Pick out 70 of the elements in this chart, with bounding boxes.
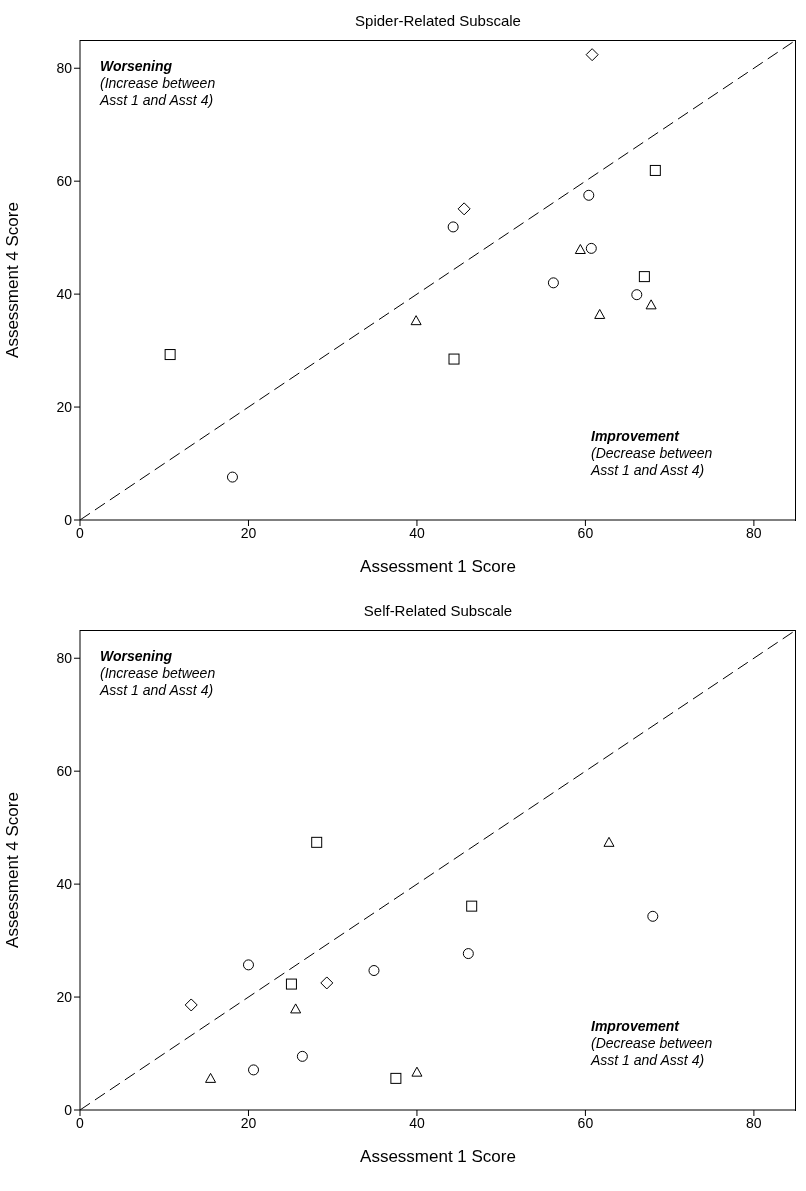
x-axis-title: Assessment 1 Score [360, 557, 516, 576]
point [226, 471, 238, 483]
annotation: Worsening [100, 58, 174, 75]
point [466, 900, 478, 912]
annotation: Asst 1 and Asst 4) [100, 682, 215, 699]
annotation: (Increase between [100, 75, 216, 92]
point [638, 271, 650, 283]
y-axis-title: Assessment 4 Score [3, 792, 23, 948]
point [242, 959, 254, 971]
x-tick-label: 80 [746, 524, 762, 541]
point [594, 308, 606, 319]
point [368, 965, 380, 977]
y-tick-label: 40 [56, 876, 73, 893]
point [457, 202, 471, 216]
y-tick-label: 40 [56, 286, 73, 303]
x-tick-label: 80 [746, 1114, 762, 1131]
y-tick-label: 0 [64, 1101, 73, 1118]
point [647, 910, 659, 922]
point [585, 48, 599, 62]
annotation: (Increase between [100, 665, 216, 682]
point [285, 978, 297, 990]
x-tick-label: 60 [577, 1114, 594, 1131]
x-tick-label: 20 [240, 1114, 257, 1131]
x-tick-label: 40 [409, 524, 425, 541]
point [296, 1050, 308, 1062]
x-axis-title: Assessment 1 Score [360, 1147, 516, 1166]
point [649, 164, 661, 176]
point [290, 1003, 302, 1014]
point [631, 289, 643, 301]
x-tick-label: 0 [76, 1114, 85, 1131]
annotation: Asst 1 and Asst 4) [591, 1052, 706, 1069]
point [184, 998, 198, 1012]
point [164, 349, 176, 361]
point [248, 1064, 260, 1076]
y-tick-label: 80 [56, 650, 73, 667]
point [311, 836, 323, 848]
annotation: (Decrease between [591, 445, 713, 462]
y-tick-label: 0 [64, 511, 73, 528]
chart-title: Spider-Related Subscale [354, 12, 522, 29]
chart-title: Self-Related Subscale [362, 602, 514, 619]
x-tick-label: 40 [409, 1114, 425, 1131]
point [583, 189, 595, 201]
annotation: (Decrease between [591, 1035, 713, 1052]
annotation: Improvement [591, 1018, 681, 1035]
annotation: Asst 1 and Asst 4) [591, 462, 706, 479]
x-tick-label: 60 [577, 524, 594, 541]
point [462, 948, 474, 960]
point [447, 221, 459, 233]
point [410, 315, 422, 326]
y-tick-label: 20 [56, 989, 73, 1006]
point [585, 242, 597, 254]
x-tick-label: 0 [76, 524, 85, 541]
point [547, 277, 559, 289]
annotation: Asst 1 and Asst 4) [100, 92, 215, 109]
y-tick-label: 80 [56, 60, 73, 77]
point [411, 1066, 423, 1077]
point [574, 244, 586, 255]
point [645, 299, 657, 310]
y-tick-label: 60 [56, 763, 73, 780]
x-tick-label: 20 [240, 524, 257, 541]
y-tick-label: 20 [56, 399, 73, 416]
y-tick-label: 60 [56, 173, 73, 190]
point [603, 836, 615, 847]
point [448, 353, 460, 365]
point [205, 1072, 217, 1083]
annotation: Worsening [100, 648, 174, 665]
point [320, 976, 334, 990]
annotation: Improvement [591, 428, 681, 445]
y-axis-title: Assessment 4 Score [3, 202, 23, 358]
point [390, 1072, 402, 1084]
